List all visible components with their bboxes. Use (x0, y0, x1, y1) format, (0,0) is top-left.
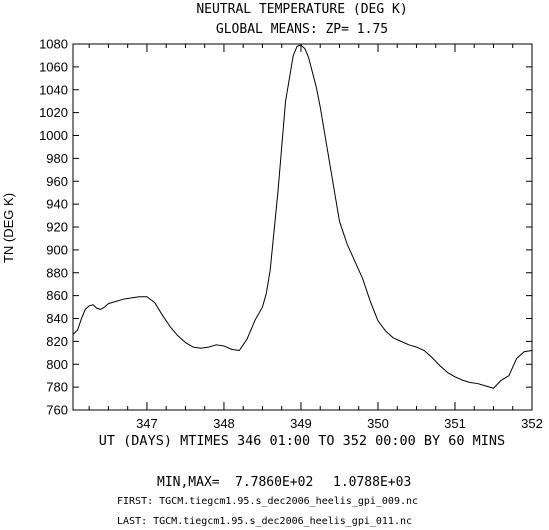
min-value: 7.7860E+02 (235, 475, 313, 490)
y-tick-label: 940 (46, 197, 68, 212)
x-tick-label: 350 (367, 416, 389, 431)
x-tick-label: 347 (136, 416, 158, 431)
y-tick-label: 1060 (39, 59, 68, 74)
chart-subtitle: GLOBAL MEANS: ZP= 1.75 (216, 22, 388, 37)
y-tick-label: 800 (46, 357, 68, 372)
y-tick-label: 960 (46, 174, 68, 189)
y-axis-label: TN (DEG K) (1, 193, 16, 263)
chart-title: NEUTRAL TEMPERATURE (DEG K) (196, 2, 407, 17)
y-tick-label: 1020 (39, 105, 68, 120)
minmax-label: MIN,MAX= (157, 475, 220, 490)
y-tick-label: 760 (46, 403, 68, 418)
plot-frame (72, 43, 533, 411)
x-tick-label: 352 (521, 416, 543, 431)
x-tick-label: 349 (290, 416, 312, 431)
x-tick-label: 348 (213, 416, 235, 431)
y-tick-label: 860 (46, 288, 68, 303)
x-tick-label: 351 (444, 416, 466, 431)
y-tick-label: 1080 (39, 37, 68, 52)
y-tick-label: 840 (46, 311, 68, 326)
y-tick-label: 980 (46, 151, 68, 166)
max-value: 1.0788E+03 (333, 475, 411, 490)
y-tick-label: 880 (46, 265, 68, 280)
y-tick-label: 1040 (39, 82, 68, 97)
last-file-label: LAST: TGCM.tiegcm1.95.s_dec2006_heelis_g… (117, 516, 412, 527)
series-group (72, 44, 533, 389)
y-tick-label: 920 (46, 220, 68, 235)
first-file-label: FIRST: TGCM.tiegcm1.95.s_dec2006_heelis_… (117, 496, 418, 507)
series-line (72, 44, 533, 389)
y-tick-label: 1000 (39, 128, 68, 143)
axis-ticks: 760 780 800 820 840 860 880 900 920 940 960 980 1000… (39, 37, 543, 432)
y-tick-label: 900 (46, 242, 68, 257)
y-tick-label: 780 (46, 380, 68, 395)
x-axis-label: UT (DAYS) MTIMES 346 01:00 TO 352 00:00 … (99, 433, 505, 449)
y-tick-label: 820 (46, 334, 68, 349)
